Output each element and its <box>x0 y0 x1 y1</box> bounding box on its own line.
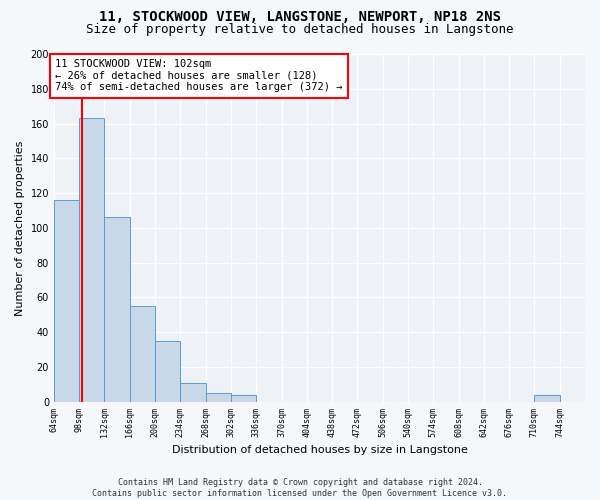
Bar <box>79 118 104 402</box>
Bar <box>104 218 130 402</box>
Text: 11 STOCKWOOD VIEW: 102sqm
← 26% of detached houses are smaller (128)
74% of semi: 11 STOCKWOOD VIEW: 102sqm ← 26% of detac… <box>55 59 343 92</box>
Text: Contains HM Land Registry data © Crown copyright and database right 2024.
Contai: Contains HM Land Registry data © Crown c… <box>92 478 508 498</box>
Bar <box>231 395 256 402</box>
Bar <box>54 200 79 402</box>
X-axis label: Distribution of detached houses by size in Langstone: Distribution of detached houses by size … <box>172 445 467 455</box>
Text: Size of property relative to detached houses in Langstone: Size of property relative to detached ho… <box>86 22 514 36</box>
Bar <box>181 382 206 402</box>
Text: 11, STOCKWOOD VIEW, LANGSTONE, NEWPORT, NP18 2NS: 11, STOCKWOOD VIEW, LANGSTONE, NEWPORT, … <box>99 10 501 24</box>
Bar <box>155 341 181 402</box>
Bar <box>535 395 560 402</box>
Bar <box>130 306 155 402</box>
Y-axis label: Number of detached properties: Number of detached properties <box>15 140 25 316</box>
Bar <box>206 393 231 402</box>
